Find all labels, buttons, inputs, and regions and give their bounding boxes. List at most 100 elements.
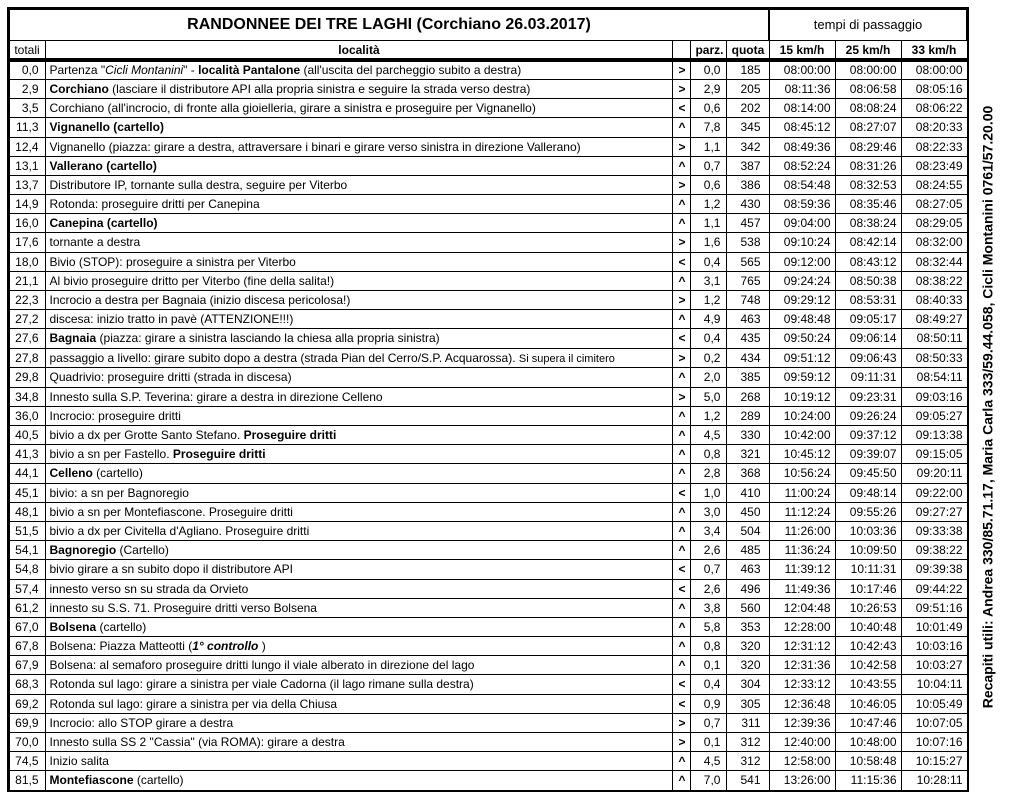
table-row: 57,4innesto verso sn su strada da Orviet… — [9, 579, 967, 598]
cell-quota: 289 — [727, 406, 769, 425]
cell-localita: innesto verso sn su strada da Orvieto — [45, 579, 673, 598]
cell-dir-icon: > — [673, 175, 691, 194]
cell-t25: 09:26:24 — [835, 406, 901, 425]
cell-localita: Incrocio: allo STOP girare a destra — [45, 713, 673, 732]
cell-totali: 81,5 — [9, 771, 45, 790]
cell-parz: 0,1 — [691, 656, 727, 675]
cell-parz: 1,2 — [691, 291, 727, 310]
cell-totali: 18,0 — [9, 252, 45, 271]
cell-totali: 57,4 — [9, 579, 45, 598]
hdr-localita: località — [45, 40, 673, 60]
table-row: 44,1Celleno (cartello)^2,836810:56:2409:… — [9, 464, 967, 483]
cell-totali: 68,3 — [9, 675, 45, 694]
hdr-33: 33 km/h — [901, 40, 967, 60]
cell-quota: 748 — [727, 291, 769, 310]
cell-t25: 10:47:46 — [835, 713, 901, 732]
cell-quota: 463 — [727, 560, 769, 579]
cell-parz: 1,6 — [691, 233, 727, 252]
cell-totali: 67,9 — [9, 656, 45, 675]
cell-t15: 10:45:12 — [769, 445, 835, 464]
cell-quota: 410 — [727, 483, 769, 502]
table-row: 11,3Vignanello (cartello)^7,834508:45:12… — [9, 118, 967, 137]
cell-parz: 2,6 — [691, 579, 727, 598]
table-row: 13,7Distributore IP, tornante sulla dest… — [9, 175, 967, 194]
cell-t15: 12:39:36 — [769, 713, 835, 732]
table-row: 67,9Bolsena: al semaforo proseguire drit… — [9, 656, 967, 675]
cell-t15: 11:00:24 — [769, 483, 835, 502]
cell-quota: 387 — [727, 156, 769, 175]
cell-quota: 202 — [727, 99, 769, 118]
table-row: 34,8Innesto sulla S.P. Teverina: girare … — [9, 387, 967, 406]
cell-t15: 09:48:48 — [769, 310, 835, 329]
cell-t33: 10:03:16 — [901, 637, 967, 656]
cell-dir-icon: ^ — [673, 118, 691, 137]
cell-parz: 5,0 — [691, 387, 727, 406]
cell-t25: 10:43:55 — [835, 675, 901, 694]
table-row: 21,1Al bivio proseguire dritto per Viter… — [9, 271, 967, 290]
cell-t25: 08:31:26 — [835, 156, 901, 175]
cell-totali: 22,3 — [9, 291, 45, 310]
cell-t15: 09:51:12 — [769, 348, 835, 368]
cell-parz: 0,7 — [691, 713, 727, 732]
cell-totali: 40,5 — [9, 426, 45, 445]
table-row: 27,2discesa: inizio tratto in pavè (ATTE… — [9, 310, 967, 329]
cell-t25: 09:39:07 — [835, 445, 901, 464]
cell-t33: 08:32:00 — [901, 233, 967, 252]
cell-parz: 0,4 — [691, 675, 727, 694]
cell-totali: 29,8 — [9, 368, 45, 387]
cell-totali: 16,0 — [9, 214, 45, 233]
cell-t15: 11:36:24 — [769, 541, 835, 560]
cell-t15: 08:49:36 — [769, 137, 835, 156]
cell-totali: 69,9 — [9, 713, 45, 732]
cell-t25: 08:38:24 — [835, 214, 901, 233]
cell-t33: 10:01:49 — [901, 617, 967, 636]
table-row: 70,0Innesto sulla SS 2 "Cassia" (via ROM… — [9, 733, 967, 752]
tempi-label: tempi di passaggio — [769, 9, 967, 40]
cell-quota: 541 — [727, 771, 769, 790]
cell-t25: 08:35:46 — [835, 195, 901, 214]
cell-quota: 368 — [727, 464, 769, 483]
cell-dir-icon: ^ — [673, 521, 691, 540]
cell-dir-icon: > — [673, 291, 691, 310]
contacts-side-text: Recapiti utili: Andrea 330/85.71.17, Mar… — [980, 106, 996, 709]
cell-totali: 61,2 — [9, 598, 45, 617]
cell-dir-icon: < — [673, 252, 691, 271]
cell-localita: bivio a dx per Grotte Santo Stefano. Pro… — [45, 426, 673, 445]
cell-quota: 304 — [727, 675, 769, 694]
cell-dir-icon: ^ — [673, 368, 691, 387]
cell-t25: 09:06:14 — [835, 329, 901, 348]
table-row: 69,9Incrocio: allo STOP girare a destra>… — [9, 713, 967, 732]
cell-localita: Bolsena: Piazza Matteotti (1° controllo … — [45, 637, 673, 656]
cell-t33: 09:15:05 — [901, 445, 967, 464]
cell-parz: 2,0 — [691, 368, 727, 387]
cell-t25: 08:53:31 — [835, 291, 901, 310]
cell-localita: Bagnaia (piazza: girare a sinistra lasci… — [45, 329, 673, 348]
cell-t25: 08:27:07 — [835, 118, 901, 137]
cell-t15: 12:31:36 — [769, 656, 835, 675]
table-row: 36,0Incrocio: proseguire dritti^1,228910… — [9, 406, 967, 425]
cell-parz: 7,8 — [691, 118, 727, 137]
cell-totali: 48,1 — [9, 502, 45, 521]
cell-quota: 305 — [727, 694, 769, 713]
cell-localita: bivio: a sn per Bagnoregio — [45, 483, 673, 502]
cell-parz: 3,0 — [691, 502, 727, 521]
cell-quota: 312 — [727, 752, 769, 771]
cell-quota: 450 — [727, 502, 769, 521]
page-title: RANDONNEE DEI TRE LAGHI (Corchiano 26.03… — [9, 9, 769, 40]
cell-totali: 74,5 — [9, 752, 45, 771]
cell-parz: 2,6 — [691, 541, 727, 560]
cell-t33: 09:03:16 — [901, 387, 967, 406]
cell-t15: 10:42:00 — [769, 426, 835, 445]
cell-parz: 0,4 — [691, 252, 727, 271]
cell-t25: 08:43:12 — [835, 252, 901, 271]
cell-parz: 3,1 — [691, 271, 727, 290]
cell-t15: 12:33:12 — [769, 675, 835, 694]
cell-t15: 12:36:48 — [769, 694, 835, 713]
cell-t33: 08:06:22 — [901, 99, 967, 118]
cell-quota: 330 — [727, 426, 769, 445]
cell-quota: 321 — [727, 445, 769, 464]
table-row: 12,4Vignanello (piazza: girare a destra,… — [9, 137, 967, 156]
cell-quota: 457 — [727, 214, 769, 233]
cell-quota: 205 — [727, 79, 769, 98]
cell-parz: 3,4 — [691, 521, 727, 540]
